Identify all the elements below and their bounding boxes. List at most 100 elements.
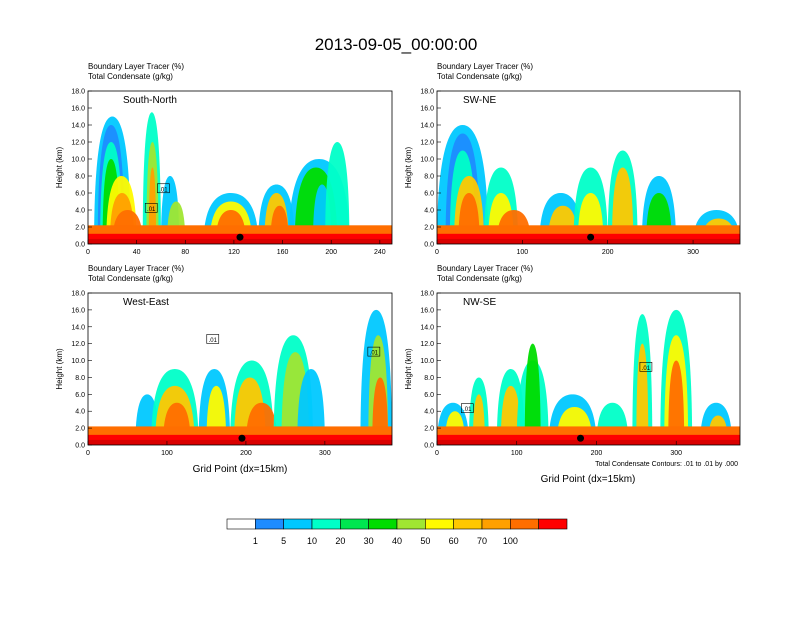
y-axis-label: Height (km) — [55, 348, 64, 390]
x-tick-label: 40 — [133, 249, 141, 256]
x-tick-label: 100 — [511, 450, 523, 457]
contour-label-box — [639, 362, 653, 372]
x-tick-label: 0 — [435, 249, 439, 256]
y-tick-label: 16.0 — [420, 106, 434, 113]
plot-frame — [87, 90, 393, 245]
y-tick-label: 10.0 — [71, 157, 85, 164]
colorbar-swatch — [283, 518, 313, 530]
panel-name: SW-NE — [463, 95, 496, 106]
panel-subtitle: Boundary Layer Tracer (%) — [437, 264, 533, 273]
y-tick-label: 4.0 — [75, 409, 85, 416]
colorbar-label: 50 — [420, 536, 430, 546]
field-blob — [148, 167, 157, 244]
x-tick-label: 100 — [161, 450, 173, 457]
y-tick-label: 6.0 — [424, 392, 434, 399]
location-marker — [577, 434, 585, 442]
y-tick-label: 10.0 — [420, 358, 434, 365]
contour-label-box — [206, 334, 220, 344]
x-tick-label: 0 — [435, 450, 439, 457]
y-tick-label: 2.0 — [424, 426, 434, 433]
panel-subtitle: Boundary Layer Tracer (%) — [88, 62, 184, 71]
field-blob — [611, 167, 634, 244]
x-tick-label: 200 — [325, 249, 337, 256]
x-tick-label: 80 — [181, 249, 189, 256]
contour-label-box — [157, 183, 170, 194]
colorbar-swatch — [453, 518, 483, 530]
panel-name: South-North — [123, 95, 177, 106]
y-tick-label: 8.0 — [424, 375, 434, 382]
figure-title: 2013-09-05_00:00:00 — [315, 35, 478, 54]
x-axis-label: Grid Point (dx=15km) — [541, 474, 636, 485]
y-tick-label: 14.0 — [71, 123, 85, 130]
y-tick-label: 14.0 — [420, 123, 434, 130]
plot-frame — [436, 90, 741, 245]
contour-label: .01 — [159, 187, 168, 193]
contour-label: .01 — [209, 338, 218, 344]
x-tick-label: 240 — [374, 249, 386, 256]
colorbar-swatch — [481, 518, 511, 530]
y-tick-label: 16.0 — [420, 307, 434, 314]
panel-subtitle: Boundary Layer Tracer (%) — [437, 62, 533, 71]
y-tick-label: 2.0 — [75, 225, 85, 232]
colorbar-label: 60 — [449, 536, 459, 546]
contour-label-box — [460, 403, 474, 413]
colorbar-swatch — [311, 518, 341, 530]
y-tick-label: 4.0 — [424, 208, 434, 215]
colorbar-swatch — [510, 518, 539, 530]
colorbar-swatch — [340, 518, 369, 530]
y-tick-label: 6.0 — [75, 191, 85, 198]
colorbar: 1 5 10 20 30 40 50 60 70 100 — [226, 518, 568, 546]
y-axis-label: Height (km) — [404, 348, 413, 390]
y-tick-label: 12.0 — [71, 140, 85, 147]
panel-south-north: .01 .01 South-North Boundary Layer Tracer (… — [55, 62, 393, 256]
y-tick-label: 0.0 — [75, 443, 85, 450]
colorbar-label: 40 — [392, 536, 402, 546]
colorbar-label: 10 — [307, 536, 317, 546]
x-tick-label: 0 — [86, 450, 90, 457]
y-tick-label: 4.0 — [424, 409, 434, 416]
y-tick-label: 16.0 — [71, 307, 85, 314]
y-tick-label: 14.0 — [420, 324, 434, 331]
y-tick-label: 0.0 — [75, 242, 85, 249]
y-tick-label: 12.0 — [420, 140, 434, 147]
location-marker — [587, 233, 595, 241]
field-blob — [668, 360, 685, 445]
contour-label: .01 — [463, 407, 472, 413]
y-axis-label: Height (km) — [55, 146, 64, 188]
y-tick-label: 0.0 — [424, 443, 434, 450]
terrain — [437, 439, 740, 445]
colorbar-label: 70 — [477, 536, 487, 546]
y-tick-label: 4.0 — [75, 208, 85, 215]
location-marker — [236, 233, 244, 241]
contour-note: Total Condensate Contours: .01 to .01 by… — [595, 461, 738, 468]
panel-subtitle: Total Condensate (g/kg) — [88, 72, 173, 81]
y-tick-label: 2.0 — [75, 426, 85, 433]
x-axis-label: Grid Point (dx=15km) — [193, 464, 288, 475]
x-tick-label: 300 — [687, 249, 699, 256]
colorbar-label: 100 — [503, 536, 518, 546]
y-axis-label: Height (km) — [404, 146, 413, 188]
colorbar-label: 5 — [281, 536, 286, 546]
bl-layer-100 — [437, 434, 740, 445]
x-tick-label: 200 — [591, 450, 603, 457]
panel-name: West-East — [123, 297, 169, 308]
y-tick-label: 16.0 — [71, 106, 85, 113]
x-tick-label: 160 — [277, 249, 289, 256]
x-tick-label: 200 — [602, 249, 614, 256]
field-blob — [297, 369, 325, 445]
panel-sw-ne: SW-NE Boundary Layer Tracer (%)Total Cond… — [404, 62, 741, 256]
y-tick-label: 6.0 — [424, 191, 434, 198]
terrain — [88, 439, 392, 445]
colorbar-swatch — [255, 518, 284, 530]
terrain — [88, 238, 392, 244]
panel-subtitle: Total Condensate (g/kg) — [437, 72, 522, 81]
plot-frame — [87, 292, 393, 446]
location-marker — [238, 434, 246, 442]
y-tick-label: 12.0 — [71, 341, 85, 348]
y-tick-label: 18.0 — [420, 291, 434, 298]
colorbar-swatch — [425, 518, 454, 530]
colorbar-swatch — [396, 518, 426, 530]
colorbar-swatch — [538, 518, 568, 530]
